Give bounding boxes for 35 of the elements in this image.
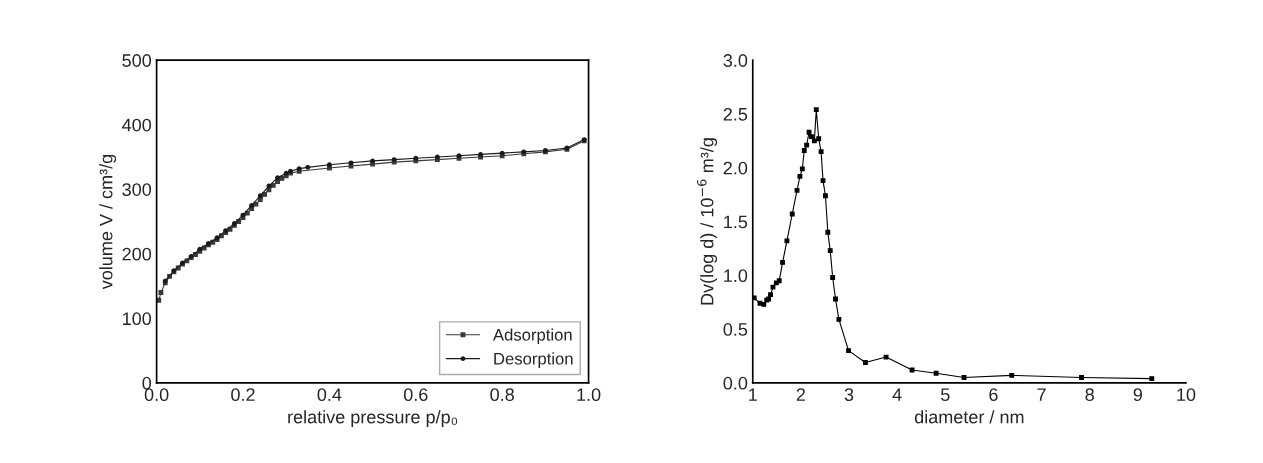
y-tick-label: 1.0: [724, 269, 748, 283]
x-tick-label: 1.0: [577, 388, 601, 402]
y-tick-label: 100: [123, 312, 152, 326]
x-tick-label: 9: [1133, 388, 1142, 402]
x-axis-title: relative pressure p/p₀: [288, 410, 458, 427]
y-tick-label: 400: [122, 118, 152, 132]
x-tick-label: 0.4: [317, 388, 342, 402]
x-tick-label: 6: [989, 388, 998, 402]
y-tick-label: 0.0: [723, 376, 748, 390]
legend-label: Desorption: [494, 352, 573, 368]
y-axis-title: Dv(log d) / 10$^{−6}$ m³/g: [697, 138, 718, 305]
y-tick-label: 0: [142, 376, 152, 390]
x-tick-label: 7: [1037, 388, 1046, 401]
y-tick-label: 2.5: [723, 107, 748, 121]
x-axis-title: diameter / nm: [914, 410, 1024, 424]
y-tick-label: 300: [122, 183, 152, 196]
x-tick-label: 8: [1085, 388, 1094, 402]
x-tick-label: 0.2: [231, 388, 255, 402]
x-tick-label: 1: [749, 388, 757, 401]
y-tick-label: 3.0: [723, 54, 748, 67]
x-tick-label: 4: [892, 388, 902, 401]
x-tick-label: 5: [940, 388, 950, 402]
y-tick-label: 0.5: [723, 323, 748, 336]
x-tick-label: 2: [796, 388, 805, 401]
y-axis-title: volume V / cm³/g: [99, 154, 117, 290]
x-tick-label: 10: [1177, 388, 1196, 402]
x-tick-label: 0.8: [490, 388, 514, 402]
x-tick-label: 0.6: [403, 388, 428, 402]
y-tick-label: 2.0: [723, 161, 748, 175]
y-tick-label: 500: [122, 54, 152, 67]
x-tick-label: 0.0: [144, 388, 169, 402]
y-tick-label: 200: [122, 247, 152, 261]
x-tick-label: 3: [844, 388, 854, 402]
y-tick-label: 1.5: [724, 215, 748, 229]
legend-label: Adsorption: [493, 328, 572, 345]
